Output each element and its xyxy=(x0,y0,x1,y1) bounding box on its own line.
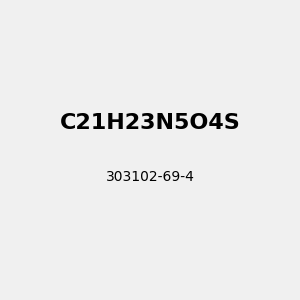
Text: 303102-69-4: 303102-69-4 xyxy=(106,170,194,184)
Text: C21H23N5O4S: C21H23N5O4S xyxy=(60,113,240,133)
